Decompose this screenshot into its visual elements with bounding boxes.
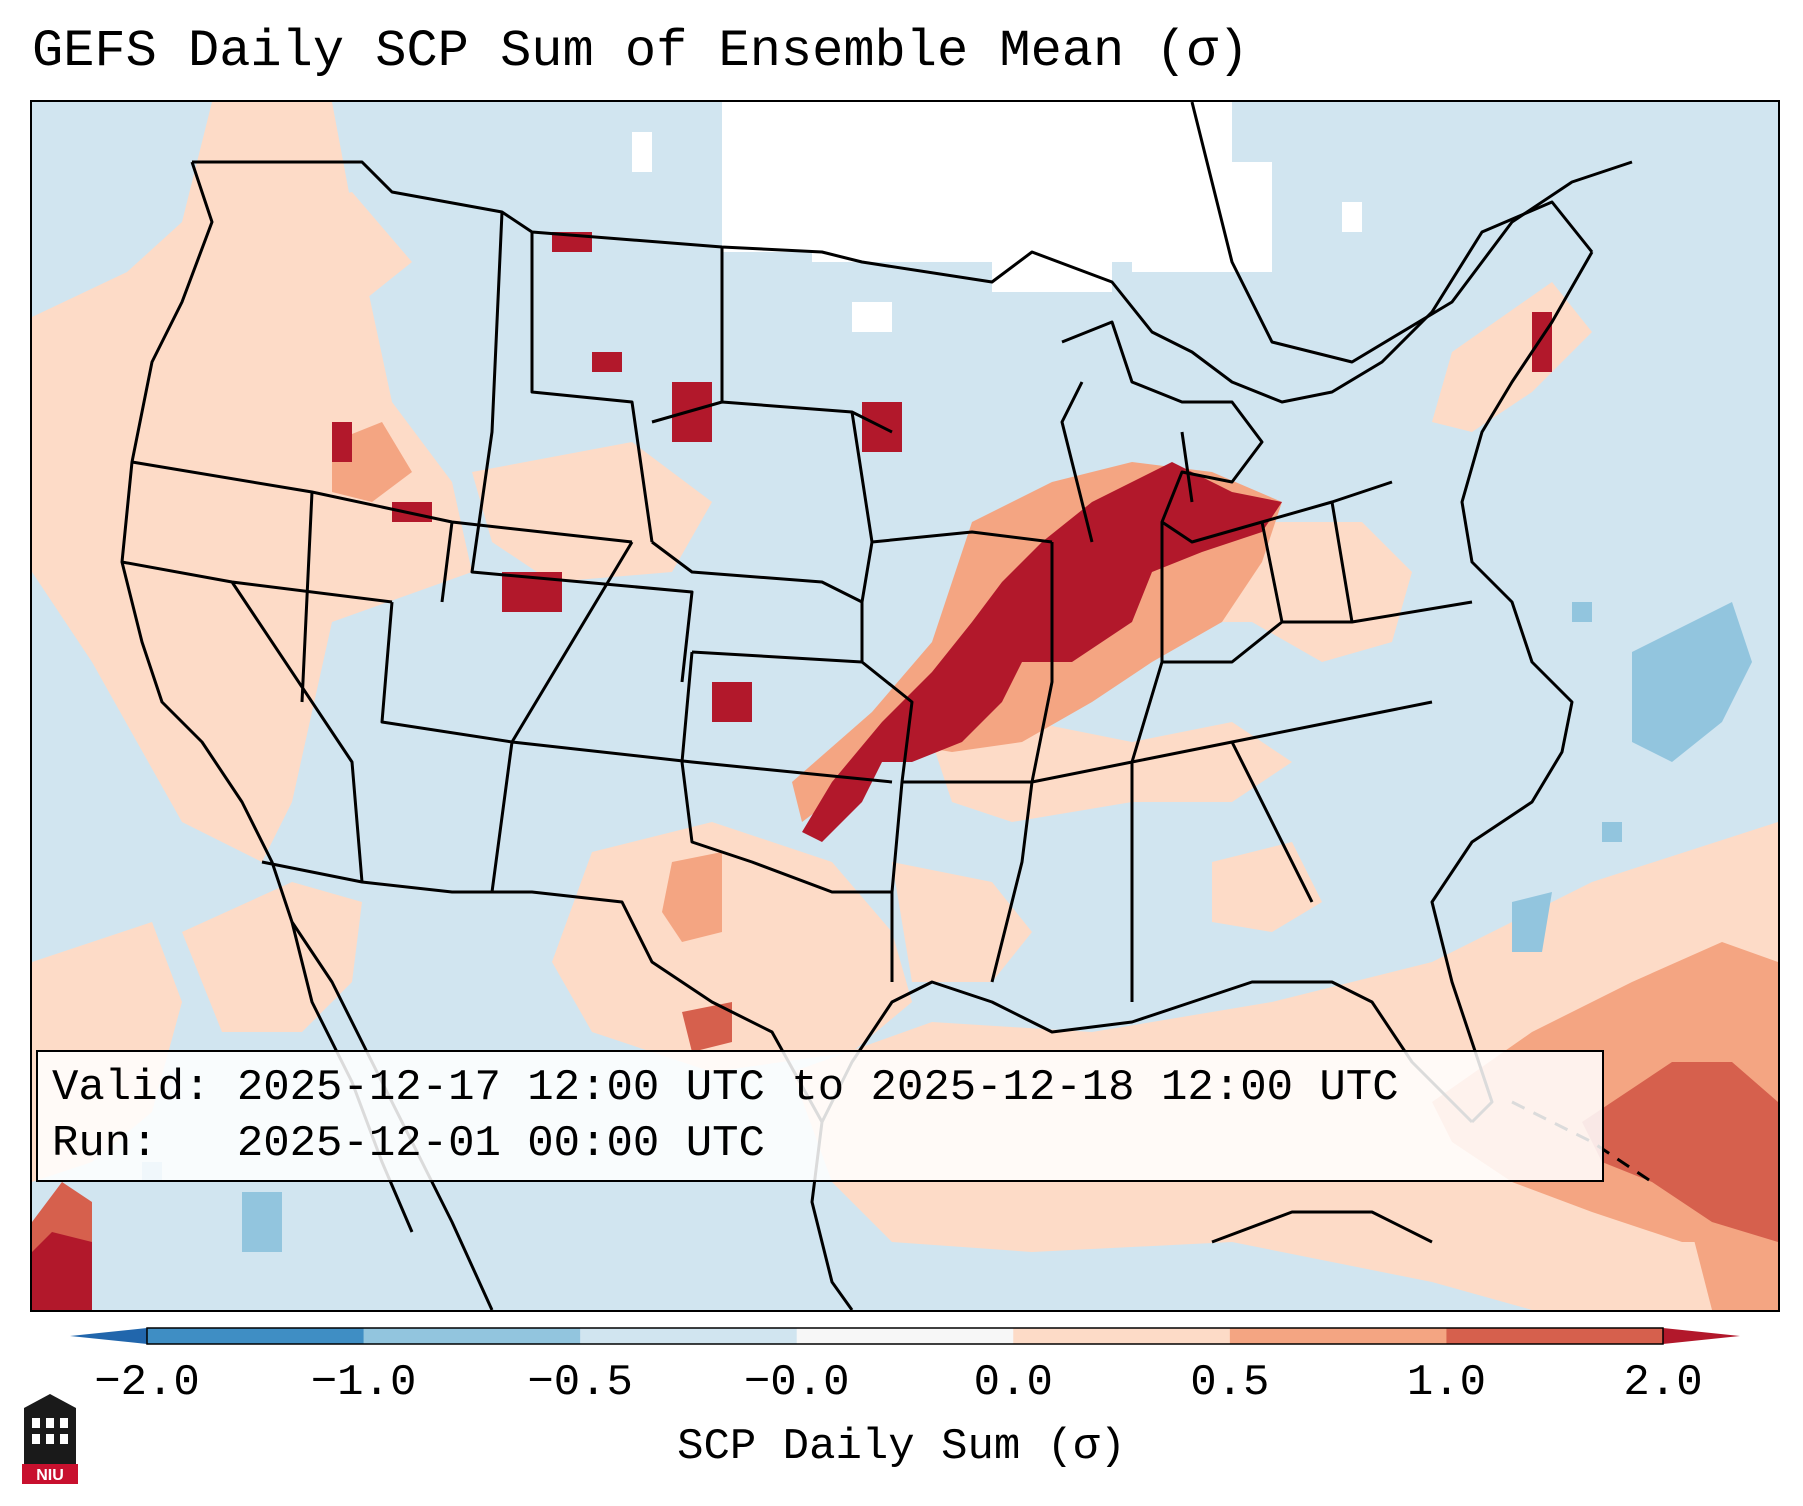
niu-logo-text: NIU	[36, 1467, 64, 1484]
run-time-text: Run: 2025-12-01 00:00 UTC	[52, 1119, 765, 1169]
niu-logo: NIU	[22, 1394, 78, 1484]
colorbar-tick-label: −2.0	[94, 1358, 200, 1408]
valid-run-box: Valid: 2025-12-17 12:00 UTC to 2025-12-1…	[36, 1050, 1604, 1182]
cuba	[1211, 1210, 1433, 1244]
northern-shore	[1190, 102, 1633, 364]
colorbar-bin-6	[1446, 1328, 1664, 1344]
colorbar-tick-label: 0.0	[973, 1358, 1053, 1408]
us-mexico-border	[261, 860, 824, 1123]
colorbar-tick-labels: −2.0 −1.0 −0.5 −0.0 0.0 0.5 1.0 2.0	[0, 1358, 1803, 1418]
neutral-region	[632, 102, 1362, 332]
colorbar-title: SCP Daily Sum (σ)	[677, 1422, 1126, 1472]
colorbar-under-arrow	[70, 1328, 147, 1344]
colorbar-bin-1	[363, 1328, 581, 1344]
colorbar-tick-label: −0.5	[527, 1358, 633, 1408]
colorbar-bin-2	[580, 1328, 798, 1344]
colorbar-tick-label: −1.0	[310, 1358, 417, 1408]
negative-mid-region	[142, 602, 1752, 1252]
colorbar-tick-label: −0.0	[743, 1358, 850, 1408]
us-canada-border	[192, 160, 1594, 404]
colorbar-bin-5	[1229, 1328, 1447, 1344]
colorbar-tick-label: 0.5	[1190, 1358, 1270, 1408]
colorbar	[70, 1327, 1740, 1345]
valid-time-text: Valid: 2025-12-17 12:00 UTC to 2025-12-1…	[52, 1063, 1399, 1113]
state-lines-central	[850, 411, 1473, 1002]
east-coast	[1430, 251, 1594, 1124]
colorbar-over-arrow	[1663, 1328, 1740, 1344]
colorbar-bin-4	[1013, 1328, 1231, 1344]
map-title: GEFS Daily SCP Sum of Ensemble Mean (σ)	[32, 22, 1249, 81]
colorbar-bin-3	[796, 1328, 1014, 1344]
boundaries	[120, 102, 1653, 1310]
colorbar-tick-label: 2.0	[1623, 1358, 1703, 1408]
colorbar-tick-label: 1.0	[1406, 1358, 1487, 1408]
colorbar-bin-0	[147, 1328, 365, 1344]
colorbar-outline	[146, 1327, 1664, 1345]
